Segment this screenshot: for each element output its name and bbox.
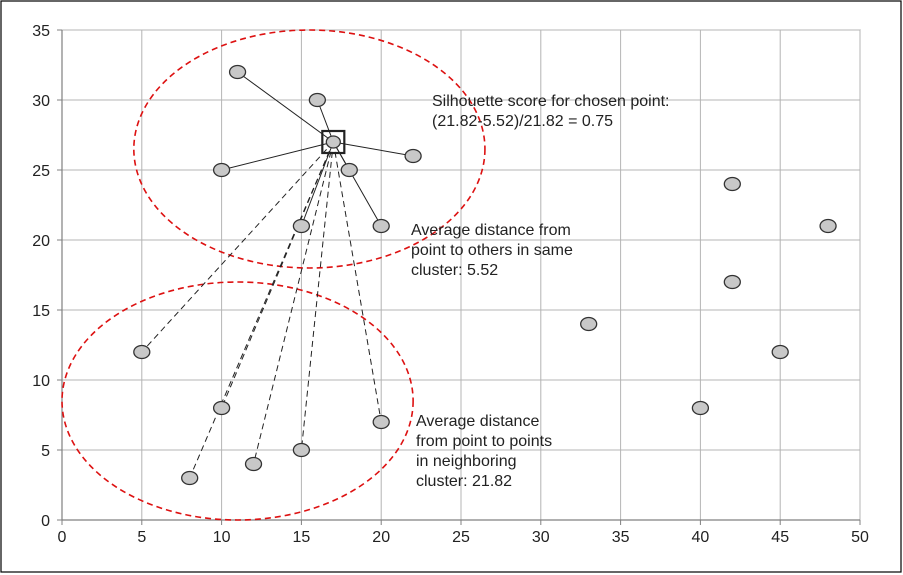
annotation-line: from point to points — [416, 433, 552, 450]
chosen-data-point — [325, 135, 341, 149]
data-point — [340, 162, 358, 178]
annotation-line: cluster: 5.52 — [411, 262, 498, 279]
y-tick-label: 30 — [32, 93, 50, 110]
link-layer — [141, 71, 414, 479]
point-layer — [133, 64, 837, 486]
cluster-region — [133, 29, 486, 269]
data-point — [372, 414, 390, 430]
x-tick-label: 5 — [137, 529, 146, 546]
same-cluster-link — [237, 71, 334, 143]
data-point — [308, 92, 327, 108]
x-tick-label: 35 — [612, 529, 630, 546]
same-cluster-link — [221, 141, 334, 171]
x-tick-label: 30 — [532, 529, 550, 546]
x-tick-label: 45 — [771, 529, 789, 546]
neighbor-cluster-link — [300, 141, 334, 451]
data-point — [133, 344, 151, 360]
annotation-line: (21.82-5.52)/21.82 = 0.75 — [432, 113, 613, 130]
x-tick-label: 50 — [851, 529, 869, 546]
same-cluster-distance-annotation: Average distance from point to others in … — [411, 222, 573, 279]
annotation-line: in neighboring — [416, 453, 517, 470]
data-point — [819, 218, 837, 234]
data-point — [372, 218, 390, 234]
data-point — [723, 176, 741, 192]
annotation-line: Average distance — [416, 413, 539, 430]
x-tick-label: 15 — [293, 529, 311, 546]
data-point — [771, 344, 789, 360]
same-cluster-link — [316, 99, 334, 143]
y-tick-label: 0 — [41, 513, 50, 530]
same-cluster-link — [300, 141, 334, 227]
cluster-region-layer — [61, 29, 486, 521]
x-tick-label: 0 — [58, 529, 67, 546]
same-cluster-link — [333, 141, 414, 157]
data-point — [212, 162, 231, 178]
cluster-region — [61, 281, 414, 521]
x-tick-label: 40 — [692, 529, 710, 546]
neighbor-cluster-link — [221, 141, 334, 409]
y-tick-label: 5 — [41, 443, 50, 460]
annotation-line: Average distance from — [411, 222, 571, 239]
neighbor-cluster-distance-annotation: Average distance from point to points in n… — [416, 413, 552, 490]
annotation-line: cluster: 21.82 — [416, 473, 512, 490]
data-point — [580, 316, 598, 332]
y-tick-label: 35 — [32, 23, 50, 40]
y-tick-label: 20 — [32, 233, 50, 250]
silhouette-score-annotation: Silhouette score for chosen point: (21.82… — [432, 93, 669, 130]
annotation-layer: Silhouette score for chosen point: (21.82… — [411, 93, 669, 490]
data-point — [723, 274, 741, 290]
y-tick-label: 10 — [32, 373, 50, 390]
neighbor-cluster-link — [332, 141, 382, 423]
y-tick-label: 15 — [32, 303, 50, 320]
annotation-line: point to others in same — [411, 242, 573, 259]
data-point — [292, 442, 311, 458]
neighbor-cluster-link — [253, 141, 334, 465]
neighbor-cluster-link — [141, 141, 334, 353]
annotation-line: Silhouette score for chosen point: — [432, 93, 669, 110]
data-point — [404, 148, 422, 164]
data-point — [228, 64, 247, 80]
data-point — [691, 400, 710, 416]
data-point — [292, 218, 311, 234]
x-tick-label: 20 — [372, 529, 390, 546]
axis-layer: 0 5 10 15 20 25 30 35 40 45 50 0 5 10 15 20 25 30 35 — [32, 23, 869, 546]
data-point — [244, 456, 263, 472]
data-point — [212, 400, 231, 416]
data-point — [181, 470, 199, 486]
x-tick-label: 10 — [213, 529, 231, 546]
same-cluster-link — [332, 141, 382, 227]
chosen-point-marker — [321, 129, 346, 155]
y-tick-label: 25 — [32, 163, 50, 180]
neighbor-cluster-link — [189, 141, 334, 479]
x-tick-label: 25 — [452, 529, 470, 546]
